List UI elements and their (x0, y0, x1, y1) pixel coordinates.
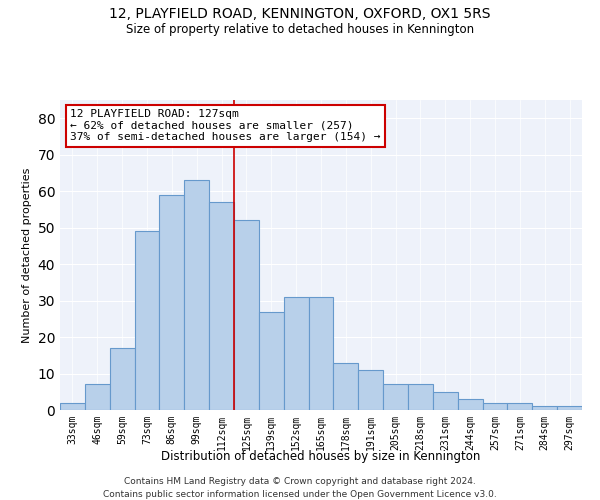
Bar (508, 402, 532, 410)
Bar (160, 195, 184, 410)
Bar (60, 402, 85, 410)
Bar (383, 384, 408, 410)
Y-axis label: Number of detached properties: Number of detached properties (22, 168, 32, 342)
Bar (532, 406, 557, 410)
Bar (209, 202, 234, 410)
Bar (358, 370, 383, 410)
Bar (85, 384, 110, 410)
Text: Contains public sector information licensed under the Open Government Licence v3: Contains public sector information licen… (103, 490, 497, 499)
Bar (134, 232, 160, 410)
Bar (408, 384, 433, 410)
Bar (433, 392, 458, 410)
Text: Distribution of detached houses by size in Kennington: Distribution of detached houses by size … (161, 450, 481, 463)
Bar (110, 348, 134, 410)
Bar (334, 362, 358, 410)
Bar (482, 402, 508, 410)
Text: 12, PLAYFIELD ROAD, KENNINGTON, OXFORD, OX1 5RS: 12, PLAYFIELD ROAD, KENNINGTON, OXFORD, … (109, 8, 491, 22)
Bar (284, 297, 308, 410)
Bar (308, 297, 334, 410)
Text: Contains HM Land Registry data © Crown copyright and database right 2024.: Contains HM Land Registry data © Crown c… (124, 478, 476, 486)
Text: 12 PLAYFIELD ROAD: 127sqm
← 62% of detached houses are smaller (257)
37% of semi: 12 PLAYFIELD ROAD: 127sqm ← 62% of detac… (70, 110, 381, 142)
Bar (184, 180, 209, 410)
Bar (259, 312, 284, 410)
Bar (458, 399, 482, 410)
Text: Size of property relative to detached houses in Kennington: Size of property relative to detached ho… (126, 22, 474, 36)
Bar (234, 220, 259, 410)
Bar (557, 406, 582, 410)
